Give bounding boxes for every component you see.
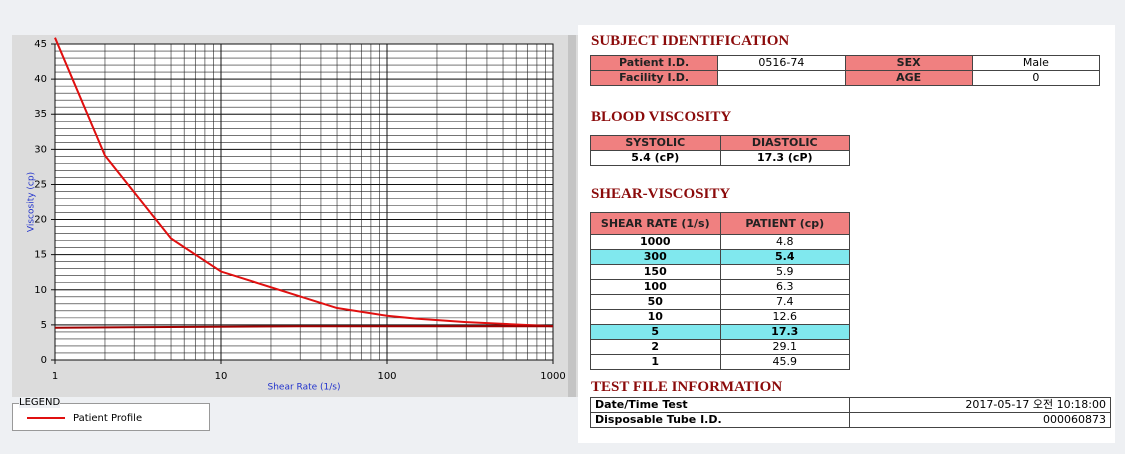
x-axis-label: Shear Rate (1/s) — [268, 383, 341, 393]
value-cell: 000060873 — [849, 412, 1111, 428]
section-title: SHEAR-VISCOSITY — [591, 186, 731, 202]
chart-edge — [568, 35, 576, 397]
label-cell: Disposable Tube I.D. — [590, 412, 850, 428]
cell: 1000 — [590, 234, 721, 250]
row: 10 12.6 — [590, 309, 850, 325]
cell: 6.3 — [719, 279, 850, 295]
row: Disposable Tube I.D. 000060873 — [590, 412, 1111, 428]
cell: 150 — [590, 264, 721, 280]
y-tick-label: 10 — [34, 285, 47, 296]
y-tick-label: 30 — [34, 144, 47, 155]
y-tick-label: 5 — [41, 320, 47, 331]
legend-title: LEGEND — [19, 397, 61, 408]
y-axis-label: Viscosity (cp) — [27, 172, 37, 232]
blood-table: SYSTOLIC DIASTOLIC 5.4 (cP) 17.3 (cP) — [590, 135, 850, 166]
y-tick-label: 0 — [41, 355, 47, 366]
x-tick-label: 10 — [215, 371, 228, 382]
cell: 1 — [590, 354, 721, 370]
cell: 5.4 (cP) — [590, 150, 721, 166]
y-tick-label: 20 — [34, 215, 47, 226]
section-title: TEST FILE INFORMATION — [591, 379, 783, 395]
row: 1000 4.8 — [590, 234, 850, 250]
header-cell: PATIENT (cp) — [719, 212, 850, 235]
x-tick-label: 100 — [377, 371, 396, 382]
header-cell: SHEAR RATE (1/s) — [590, 212, 721, 235]
cell: 7.4 — [719, 294, 850, 310]
label-cell: Patient I.D. — [589, 55, 719, 71]
row: 2 29.1 — [590, 339, 850, 355]
cell: 4.8 — [719, 234, 850, 250]
row: 50 7.4 — [590, 294, 850, 310]
row: Facility I.D. AGE 0 — [589, 70, 1101, 86]
cell: 5 — [590, 324, 721, 340]
label-cell: Facility I.D. — [589, 70, 719, 86]
y-tick-label: 15 — [34, 250, 47, 261]
header-cell: DIASTOLIC — [719, 135, 850, 151]
cell: 2 — [590, 339, 721, 355]
legend-body: Patient Profile — [27, 413, 142, 424]
data-line — [54, 325, 553, 329]
header-cell: SYSTOLIC — [590, 135, 721, 151]
value-cell: Male — [971, 55, 1101, 71]
data-line — [54, 37, 554, 328]
plot-area — [55, 44, 553, 360]
chart: Shear Rate (1/s) Viscosity (cp) 0 5 10 15 20… — [12, 35, 578, 397]
row: Patient I.D. 0516-74 SEX Male — [589, 55, 1101, 71]
value-cell: 2017-05-17 오전 10:18:00 — [849, 397, 1111, 413]
row: 100 6.3 — [590, 279, 850, 295]
row: 150 5.9 — [590, 264, 850, 280]
value-cell: 0 — [971, 70, 1101, 86]
row: 5 17.3 — [590, 324, 850, 340]
cell: 300 — [590, 249, 721, 265]
row: 1 45.9 — [590, 354, 850, 370]
shear-table: SHEAR RATE (1/s) PATIENT (cp) 1000 4.8 300 5… — [590, 212, 850, 370]
value-cell: 0516-74 — [717, 55, 846, 71]
cell: 100 — [590, 279, 721, 295]
cell: 17.3 — [719, 324, 850, 340]
y-tick-label: 35 — [34, 109, 47, 120]
x-tick-label: 1000 — [540, 371, 565, 382]
x-tick-label: 1 — [52, 371, 58, 382]
cell: 17.3 (cP) — [719, 150, 850, 166]
row: Date/Time Test 2017-05-17 오전 10:18:00 — [590, 397, 1111, 413]
y-tick-label: 25 — [34, 179, 47, 190]
cell: 10 — [590, 309, 721, 325]
cell: 5.9 — [719, 264, 850, 280]
legend: LEGEND Patient Profile — [12, 397, 210, 431]
legend-label: Patient Profile — [73, 413, 142, 424]
label-cell: AGE — [844, 70, 973, 86]
cell: 5.4 — [719, 249, 850, 265]
y-tick-label: 45 — [34, 39, 47, 50]
cell: 12.6 — [719, 309, 850, 325]
y-tick-label: 40 — [34, 74, 47, 85]
plot-border — [54, 43, 554, 361]
label-cell: Date/Time Test — [590, 397, 850, 413]
test-file-table: Date/Time Test 2017-05-17 오전 10:18:00 Disp… — [590, 397, 1111, 428]
subject-table: Patient I.D. 0516-74 SEX Male Facility I.D. A… — [589, 55, 1101, 86]
cell: 45.9 — [719, 354, 850, 370]
section-title: BLOOD VISCOSITY — [591, 109, 732, 125]
row: 300 5.4 — [590, 249, 850, 265]
section-title: SUBJECT IDENTIFICATION — [591, 33, 790, 49]
value-cell — [717, 70, 846, 86]
label-cell: SEX — [844, 55, 973, 71]
cell: 29.1 — [719, 339, 850, 355]
cell: 50 — [590, 294, 721, 310]
